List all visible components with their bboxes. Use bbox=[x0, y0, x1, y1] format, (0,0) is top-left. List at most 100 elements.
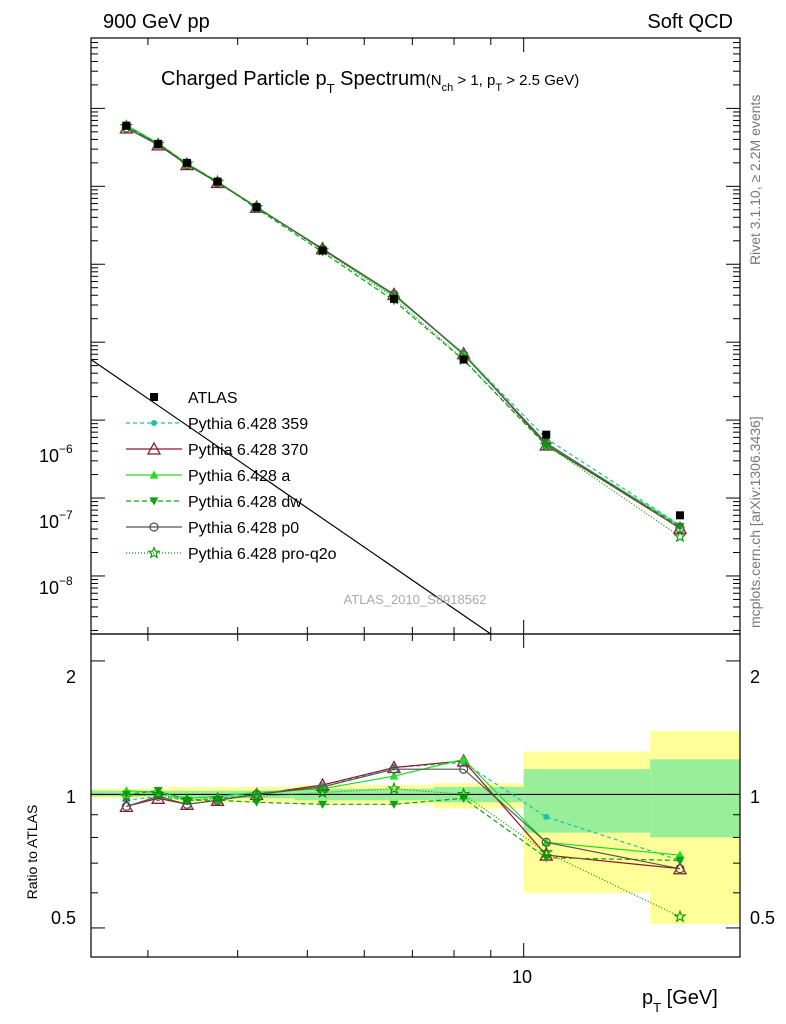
ratio-point bbox=[212, 795, 223, 805]
ratio-point bbox=[389, 771, 399, 780]
ratio-point bbox=[153, 787, 163, 796]
ratio-tick-label-2: 2 bbox=[66, 667, 76, 687]
legend-entry: Pythia 6.428 dw bbox=[126, 494, 302, 511]
ratio-tick-label-0p5: 0.5 bbox=[51, 908, 76, 928]
title-main-tail: Spectrum bbox=[335, 68, 426, 90]
legend-marker bbox=[151, 420, 157, 426]
ratio-point bbox=[151, 787, 165, 801]
ratio-series-5 bbox=[119, 781, 687, 923]
data-point bbox=[675, 511, 684, 520]
header-left: 900 GeV pp bbox=[103, 11, 210, 33]
main-panel: ATLAS_2010_S8918562 10−6 10−7 10−8 bbox=[39, 37, 741, 635]
title-cut-sub1: ch bbox=[442, 82, 454, 94]
ratio-axis-label: Ratio to ATLAS bbox=[24, 805, 40, 900]
data-point bbox=[673, 529, 687, 543]
uncertainty-band-inner bbox=[523, 769, 651, 833]
y-tick-label-1e-7: 10−7 bbox=[39, 508, 73, 532]
legend: ATLAS Pythia 6.428 359 Pythia 6.428 370 Pyt… bbox=[126, 390, 337, 563]
reference-line bbox=[90, 358, 492, 635]
data-point bbox=[389, 294, 398, 303]
series-line-6 bbox=[126, 125, 681, 538]
ratio-point bbox=[315, 785, 330, 799]
ratio-tick-label-right-2: 2 bbox=[750, 667, 760, 687]
legend-entry: Pythia 6.428 a bbox=[126, 468, 290, 485]
ratio-panel: 2 1 0.5 2 1 0.5 10 Ratio to ATLAS pT [Ge… bbox=[24, 633, 775, 1015]
legend-marker bbox=[149, 497, 159, 506]
title-cut-open: (N bbox=[426, 72, 442, 89]
data-point bbox=[122, 121, 131, 130]
series-line-1 bbox=[126, 126, 681, 526]
series-line-3 bbox=[126, 124, 681, 527]
ratio-point bbox=[119, 789, 134, 803]
ratio-point bbox=[387, 781, 401, 795]
legend-entry: Pythia 6.428 pro-q2o bbox=[126, 545, 337, 563]
title-cut-close: > 2.5 GeV) bbox=[502, 72, 579, 89]
data-point bbox=[154, 139, 163, 148]
series-line-4 bbox=[126, 125, 681, 528]
legend-marker bbox=[150, 393, 158, 401]
ratio-point bbox=[249, 789, 264, 803]
title-cut-sub2: T bbox=[495, 82, 502, 94]
ratio-point bbox=[675, 856, 685, 865]
title-main-sub: T bbox=[327, 81, 335, 96]
ratio-point bbox=[456, 787, 471, 801]
legend-label: Pythia 6.428 a bbox=[188, 468, 290, 485]
y-tick-label-1e-6: 10−6 bbox=[39, 442, 73, 466]
ratio-point bbox=[121, 801, 132, 812]
ratio-tick-label-1: 1 bbox=[66, 787, 76, 807]
main-panel-frame bbox=[90, 37, 741, 635]
legend-label: Pythia 6.428 p0 bbox=[188, 520, 299, 537]
legend-label: ATLAS bbox=[188, 390, 238, 407]
rivet-label: Rivet 3.1.10, ≥ 2.2M events bbox=[747, 95, 763, 265]
legend-entry: Pythia 6.428 p0 bbox=[126, 520, 299, 537]
x-axis-label: pT [GeV] bbox=[642, 987, 718, 1015]
ratio-point bbox=[389, 800, 399, 809]
ratio-point bbox=[182, 799, 192, 809]
legend-marker bbox=[149, 522, 159, 532]
ratio-point bbox=[180, 793, 194, 807]
ratio-point bbox=[459, 754, 469, 763]
data-point bbox=[318, 246, 327, 255]
header-right: Soft QCD bbox=[647, 11, 733, 33]
uncertainty-band-inner bbox=[650, 759, 740, 838]
ratio-point bbox=[121, 790, 131, 799]
legend-entry: Pythia 6.428 370 bbox=[126, 441, 308, 459]
title-cut-mid: > 1, p bbox=[453, 72, 495, 89]
data-point bbox=[459, 355, 468, 364]
data-point bbox=[213, 177, 222, 186]
ratio-point bbox=[317, 782, 328, 792]
legend-label: Pythia 6.428 pro-q2o bbox=[188, 546, 337, 563]
ratio-series-4 bbox=[121, 764, 685, 874]
data-point bbox=[542, 430, 551, 439]
ratio-point bbox=[675, 850, 685, 859]
legend-entry: Pythia 6.428 359 bbox=[126, 416, 308, 433]
data-point bbox=[182, 158, 191, 167]
ratio-panel-frame bbox=[90, 633, 741, 958]
legend-label: Pythia 6.428 359 bbox=[188, 416, 308, 433]
ratio-tick-label-right-0p5: 0.5 bbox=[750, 908, 775, 928]
data-point bbox=[252, 203, 261, 212]
ratio-point bbox=[675, 864, 685, 874]
legend-label: Pythia 6.428 370 bbox=[188, 442, 308, 459]
legend-marker bbox=[147, 545, 161, 559]
ratio-point bbox=[318, 800, 328, 809]
ratio-point bbox=[389, 764, 399, 774]
ratio-line-4 bbox=[126, 768, 681, 870]
plot-title: Charged Particle pT Spectrum(Nch > 1, pT… bbox=[161, 68, 579, 96]
ratio-point bbox=[673, 909, 687, 923]
series-0 bbox=[122, 121, 684, 520]
legend-marker bbox=[146, 441, 162, 455]
ratio-point bbox=[458, 764, 469, 774]
title-main: Charged Particle p bbox=[161, 68, 327, 90]
legend-entry: ATLAS bbox=[150, 390, 238, 407]
ratio-point bbox=[543, 813, 550, 820]
legend-label: Pythia 6.428 dw bbox=[188, 494, 302, 511]
ratio-tick-label-right-1: 1 bbox=[750, 787, 760, 807]
ratio-point bbox=[153, 791, 163, 802]
ratio-line-1 bbox=[126, 760, 681, 870]
y-tick-label-1e-8: 10−8 bbox=[39, 574, 73, 598]
analysis-label: ATLAS_2010_S8918562 bbox=[344, 592, 487, 607]
data-point bbox=[539, 437, 554, 451]
ratio-point bbox=[210, 791, 225, 805]
